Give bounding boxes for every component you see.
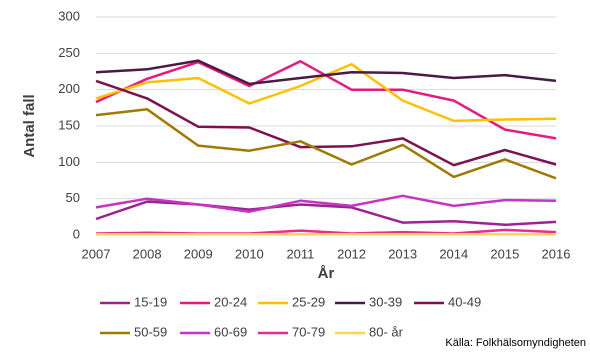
y-tick-label: 0 [73,226,80,241]
x-tick-label: 2016 [542,246,571,261]
y-tick-label: 200 [58,81,80,96]
legend-label: 20-24 [214,294,247,309]
series-line [95,194,557,213]
y-tick-label: 300 [58,8,80,23]
y-tick-label: 50 [66,190,80,205]
x-tick-label: 2015 [490,246,519,261]
x-tick-label: 2007 [82,246,111,261]
x-tick-label: 2008 [133,246,162,261]
x-tick-label: 2010 [235,246,264,261]
legend-label: 70-79 [292,324,325,339]
y-tick-label: 250 [58,45,80,60]
series-line [95,200,557,227]
legend-label: 60-69 [214,324,247,339]
x-tick-label: 2012 [337,246,366,261]
series-line [95,228,557,235]
y-tick-label: 150 [58,117,80,132]
x-tick-label: 2011 [286,246,314,261]
legend-label: 30-39 [369,294,402,309]
legend-label: 15-19 [134,294,167,309]
series-line [95,79,557,167]
x-tick-label: 2013 [388,246,417,261]
y-tick-label: 100 [58,154,80,169]
x-axis-label: År [318,265,335,282]
series-line [95,60,557,140]
y-axis-label: Antal fall [21,94,38,157]
legend-label: 40-49 [448,294,481,309]
series-line [95,59,557,86]
x-tick-label: 2009 [184,246,213,261]
legend-label: 80- år [369,324,404,339]
source: Källa: Folkhälsomyndigheten [445,337,586,349]
legend-label: 50-59 [134,324,167,339]
x-tick-label: 2014 [439,246,468,261]
legend-label: 25-29 [292,294,325,309]
series-line [95,108,557,180]
